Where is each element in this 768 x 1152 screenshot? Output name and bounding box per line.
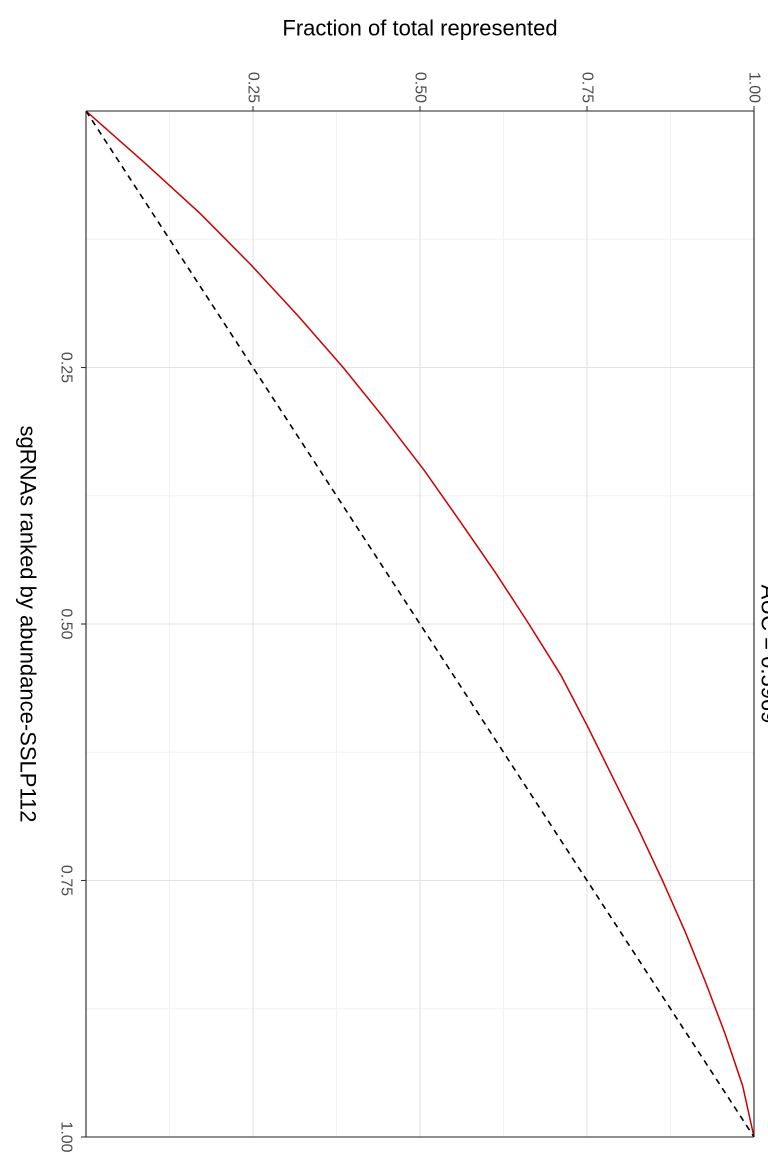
x-tick-label: 1.00 bbox=[58, 1121, 75, 1152]
cumulative-curve-line bbox=[85, 110, 755, 1138]
x-tick-label: 0.50 bbox=[58, 608, 75, 639]
x-tick-label: 0.75 bbox=[58, 865, 75, 896]
x-tick-label: 0.25 bbox=[58, 352, 75, 383]
x-axis-title: sgRNAs ranked by abundance-SSLP112 bbox=[16, 425, 41, 822]
y-tick-label: 0.50 bbox=[412, 72, 429, 103]
grid bbox=[86, 111, 755, 1138]
axes bbox=[81, 106, 755, 1138]
labels: 0.25 0.50 0.75 1.00 0.25 0.50 0.75 1.00 Fraction… bbox=[16, 16, 768, 1152]
y-axis-title: Fraction of total represented bbox=[282, 16, 557, 41]
y-tick-label: 0.75 bbox=[579, 72, 596, 103]
auc-annotation: AUC = 0.5969 bbox=[757, 585, 768, 724]
y-tick-label: 0.25 bbox=[245, 72, 262, 103]
y-tick-label: 1.00 bbox=[746, 72, 763, 103]
series-layer bbox=[85, 110, 755, 1138]
